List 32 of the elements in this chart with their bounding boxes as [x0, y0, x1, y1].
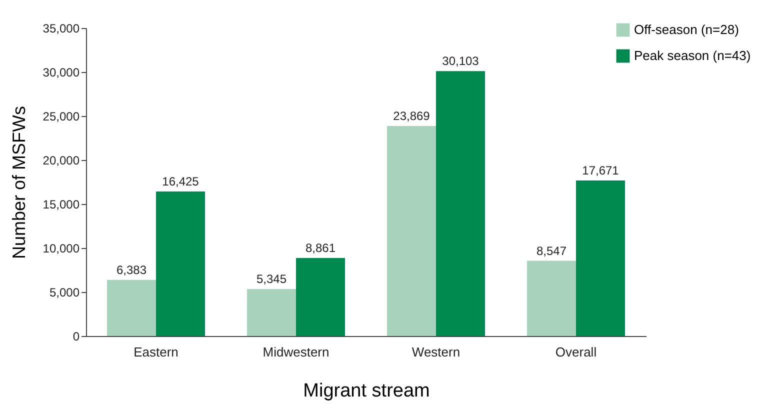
y-tick-label: 25,000: [42, 110, 80, 124]
legend-label: Peak season (n=43): [634, 48, 751, 63]
data-label: 5,345: [256, 272, 287, 286]
y-tick-label: 0: [72, 330, 80, 344]
bar: [156, 191, 205, 336]
x-tick-label: Overall: [555, 344, 597, 360]
data-label: 8,861: [305, 241, 336, 256]
y-tick-label: 30,000: [42, 66, 80, 80]
data-label: 23,869: [393, 108, 430, 123]
y-tick-label: 5,000: [49, 286, 80, 300]
y-tick-label: 15,000: [42, 198, 80, 212]
data-label: 17,671: [582, 163, 620, 178]
y-axis-title: Number of MSFWs: [8, 106, 29, 260]
x-tick-label: Western: [412, 344, 460, 360]
y-tick-label: 20,000: [42, 154, 80, 168]
legend-label: Off-season (n=28): [634, 22, 739, 37]
bar: [247, 288, 296, 336]
bar: [436, 71, 485, 336]
y-tick-label: 10,000: [42, 242, 80, 256]
x-axis-title: Migrant stream: [303, 380, 430, 402]
x-tick-label: Eastern: [134, 344, 178, 360]
bar: [387, 126, 436, 336]
data-label: 16,425: [162, 174, 200, 188]
x-tick-label: Midwestern: [262, 344, 330, 360]
bar: [576, 180, 625, 336]
bar: [296, 258, 345, 336]
bar: [527, 260, 576, 336]
bar: [107, 280, 156, 336]
data-label: 30,103: [442, 54, 480, 68]
data-label: 8,547: [536, 244, 567, 258]
data-label: 6,383: [116, 262, 147, 277]
y-tick-label: 35,000: [42, 22, 80, 36]
